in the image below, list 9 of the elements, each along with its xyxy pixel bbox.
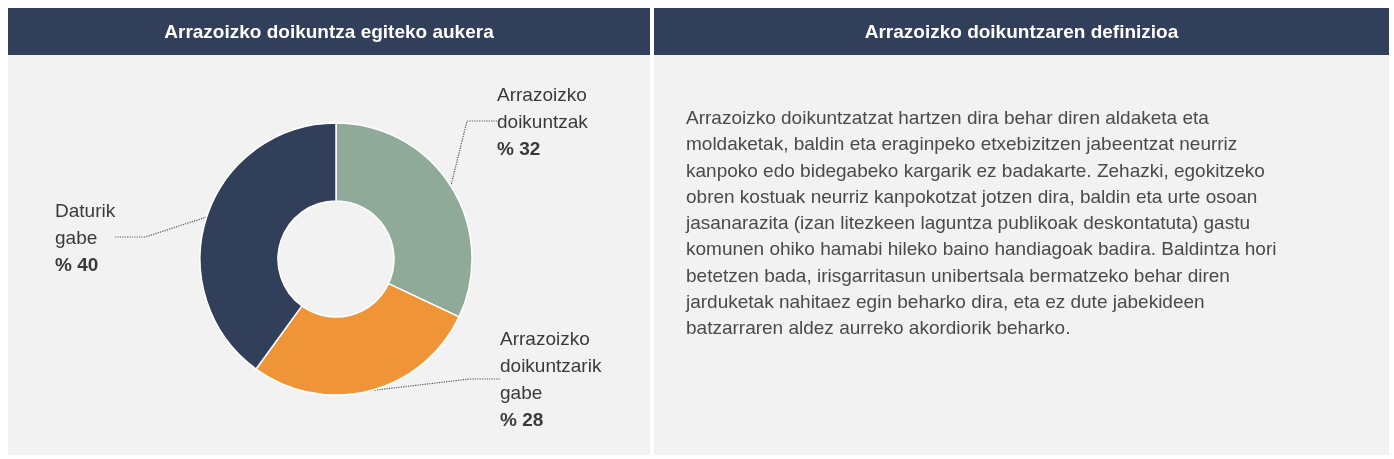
data-label: % 40 (55, 253, 99, 275)
chart-title: Arrazoizko doikuntza egiteko aukera (8, 8, 650, 55)
data-label: % 32 (497, 137, 541, 159)
slice-label: Daturik gabe (55, 199, 116, 248)
data-label: % 28 (500, 409, 544, 430)
slice-label: Arrazoizko doikuntzak (497, 83, 589, 132)
text: Arrazoizko doikuntzatzat hartzen dira behar diren aldaketa eta moldaketak, baldin eta eraginpeko etxebizitzen jabeentzat neurriz kanpoko edo bidegabeko kargarik ez badakarte. Zehazki, egokitzeko obren kostuak neurriz kanpokotzat jotzen dira, baldin eta urte osoan jasanarazita (izan litezkeen laguntza publikoak deskontatuta) gastu komunen ohiko hamabi hileko baino handiagoak badira. Baldintza hori betetzen bada, irisgarritasun unibertsala bermatzeko behar diren jarduketak nahitaez egin beharko dira, eta ez dute jabekideen batzarraren aldez aurreko akordiorik beharko. (686, 107, 1277, 339)
text: Arrazoizko doikuntzaren definizioa (654, 8, 1389, 55)
slice-label: Arrazoizko doikuntzarik gabe (500, 328, 602, 403)
